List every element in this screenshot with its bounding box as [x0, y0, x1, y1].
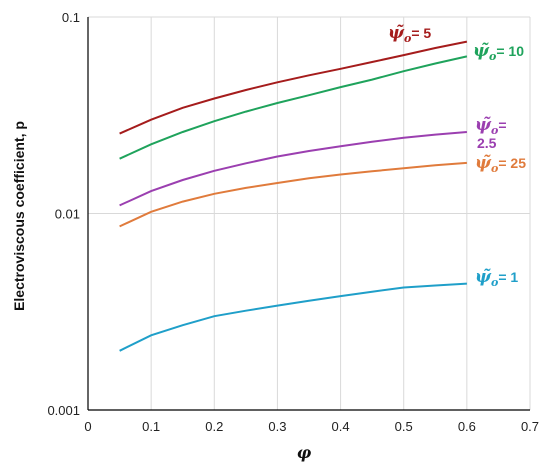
series-label-2-line2: 2.5	[477, 135, 497, 151]
series-label-0: ψ̃o= 5	[388, 23, 431, 45]
series-label-2: ψ̃o=	[475, 115, 507, 137]
y-tick-label: 0.1	[62, 10, 80, 25]
series-label-4: ψ̃o= 1	[475, 267, 518, 289]
y-tick-label: 0.01	[55, 207, 80, 222]
x-tick-label: 0.2	[205, 419, 223, 434]
series-line-4	[119, 282, 467, 352]
y-tick-label: 0.001	[47, 403, 80, 418]
axes-layer: 0 0.1 0.2 0.3 0.4 0.5 0.6 0.7 0.001 0.01 0.1	[47, 10, 539, 434]
x-tick-label: 0.5	[395, 419, 413, 434]
x-tick-label: 0.3	[268, 419, 286, 434]
x-tick-label: 0	[84, 419, 91, 434]
x-tick-label: 0.1	[142, 419, 160, 434]
series-label-1: ψ̃o= 10	[473, 41, 524, 63]
x-axis-title: φ	[297, 443, 312, 462]
series-layer	[119, 40, 468, 352]
x-tick-label: 0.6	[458, 419, 476, 434]
y-axis-title: Electroviscous coefficient, p	[11, 121, 27, 311]
series-label-3: ψ̃o= 25	[475, 153, 526, 175]
series-line-1	[119, 55, 468, 160]
x-tick-label: 0.4	[332, 419, 350, 434]
label-layer: ψ̃o= 5 ψ̃o= 10 ψ̃o=2.5 ψ̃o= 25 ψ̃o= 1	[388, 23, 526, 289]
series-line-3	[119, 161, 467, 228]
series-line-0	[119, 40, 468, 135]
series-line-2	[119, 131, 467, 207]
x-tick-label: 0.7	[521, 419, 539, 434]
